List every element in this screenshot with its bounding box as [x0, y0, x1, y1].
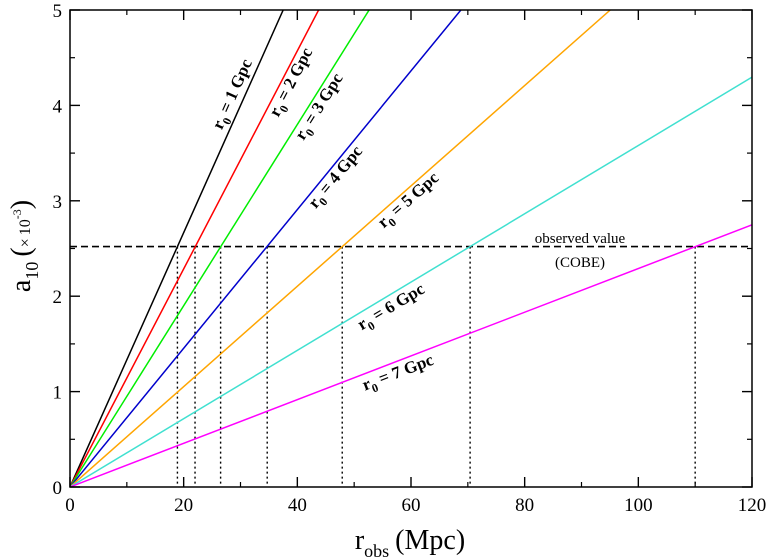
- series-label-r0-7-gpc: r0 = 7 Gpc: [359, 350, 437, 398]
- x-axis-label: robs (Mpc): [355, 525, 465, 557]
- x-axis-label-unit: (Mpc): [395, 525, 465, 556]
- y-axis-label-base: 10: [17, 219, 34, 235]
- series-line-r0-1-gpc: [70, 10, 284, 487]
- series-label-r0-4-gpc: r0 = 4 Gpc: [304, 142, 369, 215]
- x-tick-label: 100: [624, 495, 653, 516]
- y-axis-label-sub: 10: [22, 262, 42, 280]
- x-axis-label-main: r: [355, 525, 365, 556]
- x-axis-label-sub: obs: [364, 541, 389, 557]
- tick-layer: 0 20 40 60 80 100 120 0 1 2 3 4 5: [53, 1, 767, 516]
- series-line-r0-6-gpc: [70, 76, 752, 487]
- x-tick-label: 40: [288, 495, 307, 516]
- axes-frame: [69, 9, 753, 488]
- y-axis-label-paren-open: (: [6, 247, 37, 256]
- y-tick-label: 3: [53, 192, 63, 213]
- series-line-r0-2-gpc: [70, 10, 320, 487]
- y-tick-label: 2: [53, 287, 63, 308]
- x-tick-label: 0: [65, 495, 75, 516]
- series-layer: [70, 10, 752, 487]
- y-tick-label: 5: [53, 1, 63, 22]
- y-axis-label-times: ×: [17, 238, 34, 247]
- x-tick-label: 80: [515, 495, 534, 516]
- y-tick-label: 0: [53, 478, 63, 499]
- x-tick-label: 60: [402, 495, 421, 516]
- y-axis-label-exp: -3: [10, 209, 24, 219]
- y-axis-label: a10(×10-3): [6, 200, 42, 292]
- x-tick-label: 120: [738, 495, 767, 516]
- x-tick-label: 20: [174, 495, 193, 516]
- y-tick-label: 1: [53, 383, 63, 404]
- observed-value-layer: [70, 245, 752, 487]
- series-line-r0-7-gpc: [70, 224, 752, 487]
- axes-frame-layer: [69, 9, 753, 488]
- series-label-r0-5-gpc: r0 = 5 Gpc: [374, 168, 446, 235]
- y-axis-label-main: a: [6, 279, 37, 292]
- observed-value-source: (COBE): [555, 255, 605, 271]
- series-line-r0-3-gpc: [70, 10, 370, 487]
- series-line-r0-5-gpc: [70, 10, 611, 487]
- y-axis-label-paren-close: ): [6, 200, 37, 209]
- y-tick-label: 4: [53, 96, 63, 117]
- observed-value-label: observed value: [535, 231, 626, 247]
- series-line-r0-4-gpc: [70, 10, 462, 487]
- series-label-r0-6-gpc: r0 = 6 Gpc: [354, 279, 430, 337]
- series-label-r0-1-gpc: r0 = 1 Gpc: [208, 56, 260, 134]
